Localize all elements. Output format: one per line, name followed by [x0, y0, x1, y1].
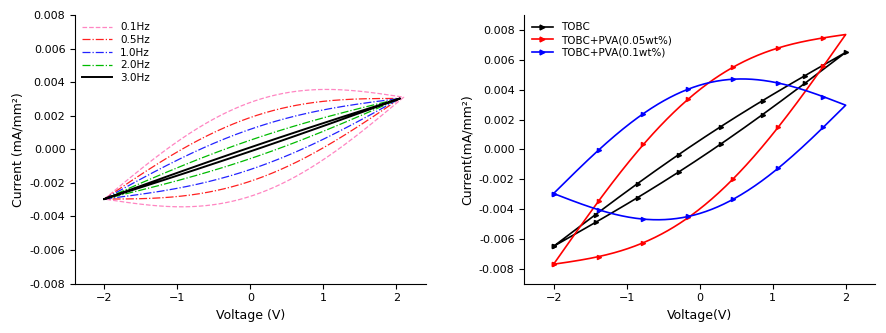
1.0Hz [395, 97, 406, 101]
Line: 0.1Hz: 0.1Hz [105, 90, 404, 207]
0.1Hz [345, 139, 355, 143]
3.0Hz [295, 132, 306, 136]
1.0Hz [367, 100, 377, 104]
1.0Hz [252, 125, 262, 129]
Line: 1.0Hz: 1.0Hz [105, 99, 400, 199]
0.5Hz [252, 113, 262, 117]
2.0Hz [99, 197, 110, 201]
0.1Hz [206, 119, 216, 123]
2.0Hz [204, 153, 214, 157]
Line: 0.5Hz: 0.5Hz [105, 99, 400, 199]
0.5Hz [99, 197, 110, 201]
X-axis label: Voltage(V): Voltage(V) [667, 309, 732, 322]
1.0Hz [341, 126, 352, 130]
3.0Hz [245, 150, 255, 154]
X-axis label: Voltage (V): Voltage (V) [216, 309, 285, 322]
3.0Hz [395, 97, 406, 101]
Line: 3.0Hz: 3.0Hz [105, 99, 400, 199]
0.1Hz [176, 205, 187, 209]
3.0Hz [204, 160, 214, 164]
3.0Hz [99, 197, 110, 201]
0.5Hz [367, 97, 377, 101]
2.0Hz [395, 97, 406, 101]
Y-axis label: Current(mA/mm²): Current(mA/mm²) [461, 94, 473, 205]
0.5Hz [204, 133, 214, 137]
0.5Hz [341, 132, 352, 136]
0.1Hz [322, 88, 332, 92]
0.5Hz [245, 179, 255, 183]
3.0Hz [252, 143, 262, 147]
0.5Hz [99, 197, 110, 201]
0.1Hz [246, 194, 257, 198]
3.0Hz [99, 197, 110, 201]
0.5Hz [395, 97, 406, 101]
Y-axis label: Current (mA/mm²): Current (mA/mm²) [12, 92, 24, 207]
2.0Hz [341, 120, 352, 124]
1.0Hz [99, 197, 110, 201]
1.0Hz [295, 148, 306, 152]
0.1Hz [99, 197, 110, 201]
1.0Hz [245, 168, 255, 172]
2.0Hz [367, 103, 377, 107]
Legend: 0.1Hz, 0.5Hz, 1.0Hz, 2.0Hz, 3.0Hz: 0.1Hz, 0.5Hz, 1.0Hz, 2.0Hz, 3.0Hz [81, 20, 152, 85]
2.0Hz [99, 197, 110, 201]
Legend: TOBC, TOBC+PVA(0.05wt%), TOBC+PVA(0.1wt%): TOBC, TOBC+PVA(0.05wt%), TOBC+PVA(0.1wt%… [530, 20, 674, 60]
2.0Hz [245, 157, 255, 161]
0.1Hz [99, 197, 110, 201]
2.0Hz [295, 139, 306, 143]
1.0Hz [99, 197, 110, 201]
3.0Hz [341, 116, 352, 120]
0.1Hz [253, 98, 264, 102]
0.5Hz [295, 158, 306, 162]
1.0Hz [204, 143, 214, 147]
0.1Hz [298, 170, 308, 174]
0.1Hz [371, 91, 382, 95]
3.0Hz [367, 105, 377, 109]
2.0Hz [252, 136, 262, 140]
Line: 2.0Hz: 2.0Hz [105, 99, 400, 199]
